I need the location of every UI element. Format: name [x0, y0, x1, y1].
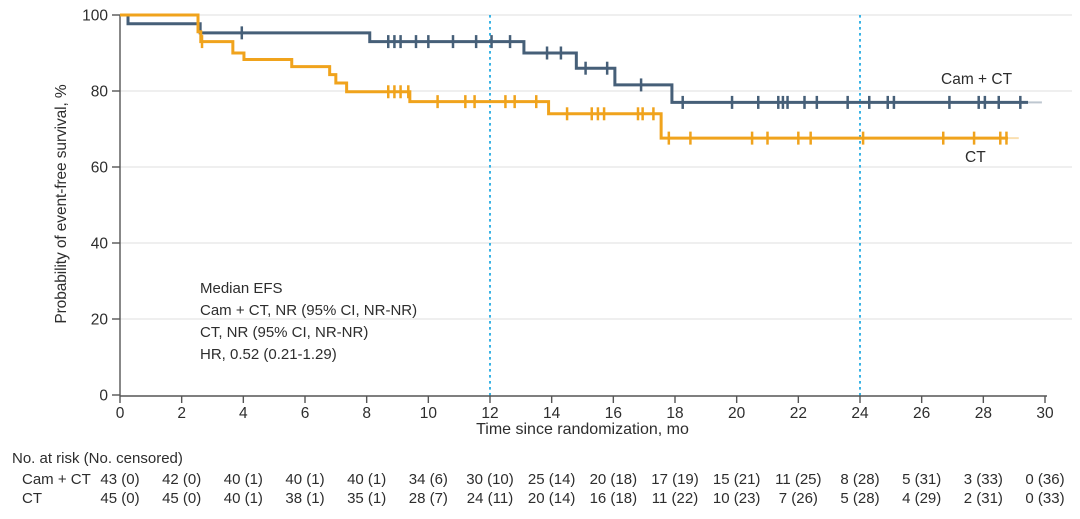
risk-count-cell: 20 (18): [589, 471, 638, 488]
x-tick-label: 24: [851, 405, 869, 422]
risk-count-cell: 16 (18): [589, 490, 638, 507]
y-tick-label: 40: [91, 236, 109, 253]
x-tick-label: 14: [543, 405, 561, 422]
risk-count-cell: 42 (0): [162, 471, 202, 488]
risk-count-cell: 20 (14): [527, 490, 576, 507]
x-tick-label: 22: [790, 405, 807, 422]
risk-count-cell: 7 (26): [778, 490, 818, 507]
risk-count-cell: 43 (0): [100, 471, 140, 488]
risk-count-cell: 11 (25): [775, 471, 822, 488]
risk-count-cell: 45 (0): [100, 490, 140, 507]
x-tick-label: 26: [913, 405, 930, 422]
series-label-cam-ct: Cam + CT: [941, 71, 1013, 88]
y-tick-label: 100: [82, 8, 108, 25]
survival-curve-cam-ct: [120, 13, 1029, 104]
risk-count-cell: 35 (1): [347, 490, 387, 507]
risk-count-cell: 40 (1): [347, 471, 387, 488]
risk-table-header: No. at risk (No. censored): [12, 450, 183, 467]
risk-count-cell: 40 (1): [223, 490, 263, 507]
risk-count-cell: 11 (22): [651, 490, 699, 507]
x-tick-label: 16: [605, 405, 622, 422]
x-tick-label: 4: [239, 405, 248, 422]
risk-count-cell: 5 (31): [902, 471, 942, 488]
y-axis-title: Probability of event-free survival, %: [53, 84, 70, 324]
annotation-line-median: Median EFS: [200, 280, 283, 297]
risk-count-cell: 3 (33): [963, 471, 1003, 488]
risk-count-cell: 0 (36): [1025, 471, 1065, 488]
risk-count-cell: 28 (7): [408, 490, 448, 507]
x-tick-label: 28: [975, 405, 992, 422]
risk-count-cell: 5 (28): [840, 490, 880, 507]
y-tick-label: 60: [91, 160, 109, 177]
risk-count-cell: 34 (6): [408, 471, 448, 488]
x-tick-label: 6: [301, 405, 310, 422]
risk-count-cell: 0 (33): [1025, 490, 1065, 507]
x-tick-label: 0: [116, 405, 125, 422]
risk-count-cell: 24 (11): [466, 490, 514, 507]
x-tick-label: 12: [481, 405, 498, 422]
x-axis-title: Time since randomization, mo: [476, 421, 689, 438]
x-tick-label: 2: [177, 405, 186, 422]
risk-count-cell: 40 (1): [223, 471, 263, 488]
x-tick-label: 10: [420, 405, 438, 422]
y-tick-label: 0: [99, 388, 108, 405]
risk-count-cell: 4 (29): [902, 490, 942, 507]
risk-count-cell: 40 (1): [285, 471, 325, 488]
annotation-line-hr: HR, 0.52 (0.21-1.29): [200, 346, 337, 363]
risk-count-cell: 25 (14): [527, 471, 576, 488]
risk-count-cell: 30 (10): [466, 471, 514, 488]
series-label-ct: CT: [965, 149, 986, 166]
risk-row-label-cam-ct: Cam + CT: [22, 471, 91, 488]
risk-count-cell: 17 (19): [651, 471, 699, 488]
risk-count-cell: 8 (28): [840, 471, 880, 488]
risk-count-cell: 10 (23): [712, 490, 761, 507]
risk-count-cell: 15 (21): [712, 471, 761, 488]
risk-count-cell: 45 (0): [162, 490, 202, 507]
x-tick-label: 18: [666, 405, 683, 422]
annotation-line-camct: Cam + CT, NR (95% CI, NR-NR): [200, 302, 418, 319]
x-tick-label: 30: [1036, 405, 1054, 422]
y-tick-label: 20: [91, 312, 109, 329]
x-tick-label: 8: [362, 405, 371, 422]
annotation-line-ct: CT, NR (95% CI, NR-NR): [200, 324, 369, 341]
x-tick-label: 20: [728, 405, 746, 422]
risk-count-cell: 38 (1): [285, 490, 325, 507]
median-efs-annotation: Median EFS Cam + CT, NR (95% CI, NR-NR) …: [200, 278, 417, 366]
y-tick-label: 80: [91, 84, 109, 101]
risk-row-label-ct: CT: [22, 490, 42, 507]
risk-count-cell: 2 (31): [963, 490, 1003, 507]
